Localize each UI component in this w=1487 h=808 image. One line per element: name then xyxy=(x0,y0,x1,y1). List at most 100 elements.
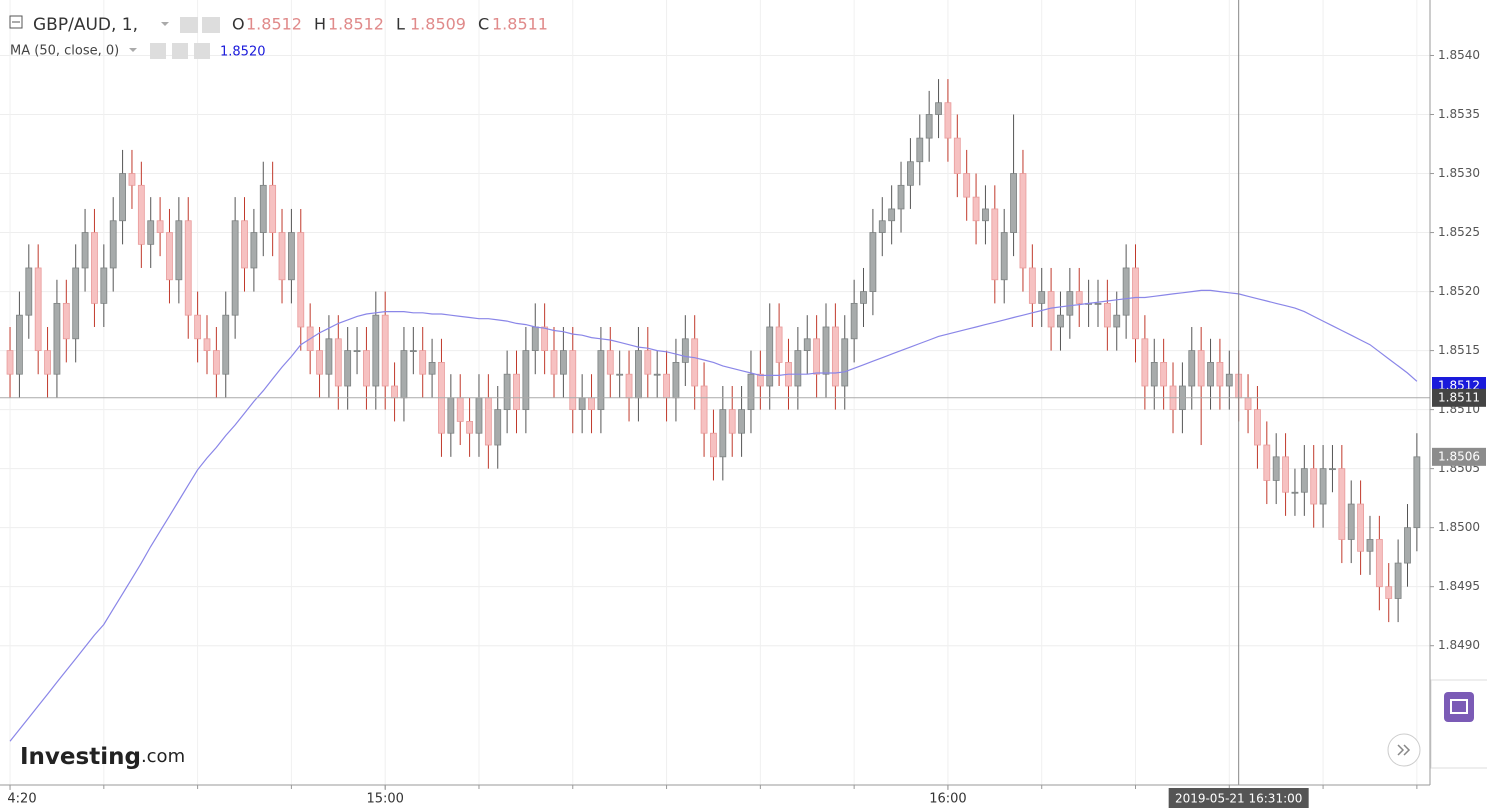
candle-body xyxy=(1028,267,1036,304)
candle-body xyxy=(334,338,342,387)
candle-body xyxy=(710,432,717,458)
ohlc-key: H xyxy=(314,15,326,34)
candle-body xyxy=(1057,314,1064,328)
candle-body xyxy=(1375,539,1383,588)
dropdown[interactable] xyxy=(129,48,137,52)
candle-body xyxy=(1282,456,1289,493)
candle-body xyxy=(1263,444,1271,481)
candle-body xyxy=(588,397,595,411)
candle-body xyxy=(794,350,802,387)
candle-body xyxy=(147,220,155,245)
dropdown[interactable] xyxy=(161,22,169,26)
candle-body xyxy=(1113,314,1121,328)
candle-body xyxy=(578,397,586,411)
candle-body xyxy=(44,350,51,375)
ohlc-value: 1.8509 xyxy=(410,15,466,34)
settings-icon[interactable] xyxy=(202,17,220,33)
y-tick-label: 1.8535 xyxy=(1438,107,1480,121)
candle-body xyxy=(25,267,33,316)
candle-body xyxy=(109,220,117,269)
remove-icon[interactable] xyxy=(194,43,210,59)
symbol: GBP/AUD, 1, xyxy=(33,15,138,35)
news-icon xyxy=(1450,699,1468,714)
candle-body xyxy=(1357,503,1364,552)
candle-body xyxy=(353,350,361,352)
candle-body xyxy=(831,326,839,387)
candle-body xyxy=(1122,267,1130,316)
candle-body xyxy=(541,326,549,351)
candle-body xyxy=(841,338,849,387)
candle-body xyxy=(813,338,821,375)
candle-body xyxy=(128,173,136,186)
candle-body xyxy=(982,208,989,222)
candle-body xyxy=(1216,361,1224,387)
candle-body xyxy=(897,184,905,210)
candle-body xyxy=(625,373,633,399)
candle-body xyxy=(569,350,577,411)
candle-body xyxy=(297,232,305,328)
candle-body xyxy=(156,220,164,233)
candle-body xyxy=(269,184,277,233)
candle-body xyxy=(766,326,774,387)
candle-body xyxy=(484,397,492,446)
y-tick-label: 1.8525 xyxy=(1438,225,1480,239)
candle-body xyxy=(1188,350,1196,387)
ohlc-key: O xyxy=(232,15,245,34)
candle-body xyxy=(34,267,42,351)
eye-icon[interactable] xyxy=(150,43,166,59)
price-badge xyxy=(1432,447,1486,466)
candle-body xyxy=(1404,527,1411,564)
candle-body xyxy=(1066,291,1074,316)
y-tick-label: 1.8530 xyxy=(1438,166,1480,180)
candle-body xyxy=(1075,291,1083,304)
candle-body xyxy=(531,326,539,351)
ohlc-value: 1.8512 xyxy=(246,15,302,34)
candle-body xyxy=(1132,267,1139,340)
candle-body xyxy=(231,220,239,316)
candle-body xyxy=(1244,397,1252,411)
candle-body xyxy=(1272,456,1280,481)
scroll-icon xyxy=(1397,744,1411,756)
y-tick-label: 1.8495 xyxy=(1438,579,1480,593)
candle-body xyxy=(325,338,333,375)
candle-body xyxy=(212,350,220,375)
crosshair-x-badge xyxy=(1168,788,1309,808)
candle-body xyxy=(1394,562,1402,599)
candle-body xyxy=(1019,173,1027,269)
collapse-icon[interactable] xyxy=(9,15,23,29)
candle-body xyxy=(278,232,286,281)
axes: 1.84901.84951.85001.85051.85101.85151.85… xyxy=(7,48,1486,808)
candle-body xyxy=(550,350,558,375)
candle-body xyxy=(184,220,192,316)
candle-body xyxy=(81,232,89,269)
candle-body xyxy=(1103,302,1111,328)
candle-body xyxy=(1310,468,1318,505)
candle-body xyxy=(559,350,567,375)
candle-body xyxy=(775,326,783,363)
candle-body xyxy=(1047,291,1055,328)
candle-body xyxy=(944,102,952,139)
candle-body xyxy=(616,373,624,376)
candle-body xyxy=(1141,338,1149,387)
candle-body xyxy=(381,314,389,387)
candle-body xyxy=(1150,361,1158,387)
candle-body xyxy=(972,196,980,222)
candle-body xyxy=(672,361,680,399)
candle-body xyxy=(925,114,933,139)
candle-body xyxy=(137,184,145,245)
candle-body xyxy=(1160,361,1168,387)
candle-body xyxy=(100,267,108,304)
candle-body xyxy=(953,137,961,174)
candle-body xyxy=(1347,503,1355,540)
candle-body xyxy=(194,314,202,340)
settings-icon[interactable] xyxy=(172,43,188,59)
candle-body xyxy=(53,302,61,375)
candle-body xyxy=(1300,468,1308,493)
news-button[interactable] xyxy=(1444,692,1474,722)
eye-icon[interactable] xyxy=(180,17,198,33)
candle-body xyxy=(1338,468,1346,540)
candle-body xyxy=(681,338,689,363)
candle-body xyxy=(1385,586,1393,599)
candle-body xyxy=(428,361,436,375)
